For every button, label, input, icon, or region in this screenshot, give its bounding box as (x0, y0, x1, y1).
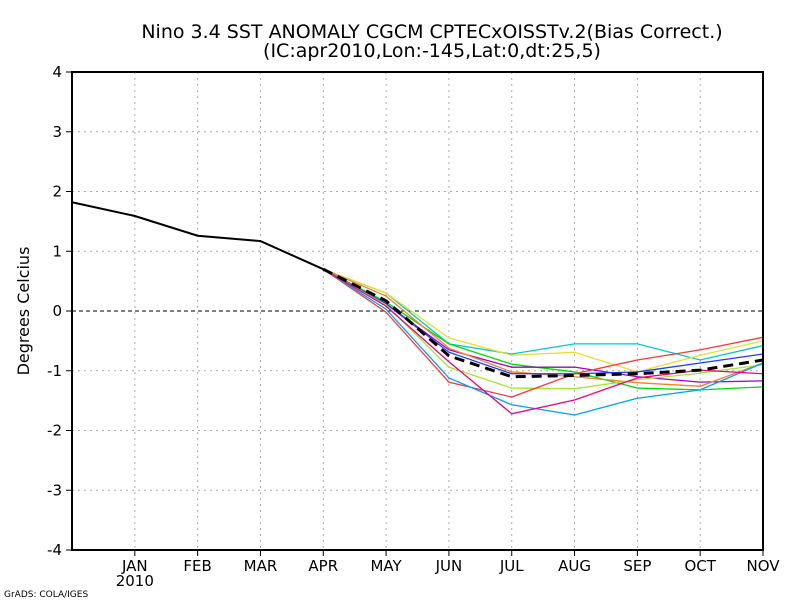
y-tick-label: 1 (52, 242, 62, 260)
y-tick-label: -3 (47, 481, 62, 499)
y-tick-label: 0 (52, 302, 62, 320)
x-tick-label: NOV (746, 557, 780, 575)
ensemble-mean-line (322, 267, 764, 379)
y-tick-label: -2 (47, 422, 62, 440)
y-tick-label: -4 (47, 541, 62, 559)
member-blue-line (322, 268, 764, 375)
member-lightblue-line (322, 268, 764, 416)
grads-credit: GrADS: COLA/IGES (4, 590, 88, 600)
y-tick-label: 2 (52, 183, 62, 201)
x-tick-label: AUG (558, 557, 591, 575)
y-tick-label: 4 (52, 63, 62, 81)
x-tick-label: MAY (370, 557, 402, 575)
x-tick-label: FEB (183, 557, 211, 575)
member-purple-line (322, 268, 764, 383)
x-tick-label: JAN (121, 557, 148, 575)
x-tick-label: APR (308, 557, 338, 575)
member-magenta-line (322, 268, 764, 415)
y-tick-label: -1 (47, 362, 62, 380)
grid (72, 71, 763, 551)
member-red-line (322, 268, 764, 398)
x-tick-year: 2010 (116, 572, 154, 590)
x-tick-label: JUN (435, 557, 463, 575)
member-orange-line (323, 268, 764, 387)
observed-line (71, 201, 324, 271)
x-tick-label: MAR (244, 557, 278, 575)
x-axis: JAN FEB MAR APR MAY JUN JUL AUG SEP OCT NOV 2010 (116, 550, 780, 590)
chart-subtitle: (IC:apr2010,Lon:-145,Lat:0,dt:25,5) (263, 40, 601, 62)
member-yellow-line (323, 268, 764, 373)
chart-title: Nino 3.4 SST ANOMALY CGCM CPTECxOISSTv.2… (141, 21, 722, 43)
x-tick-label: SEP (623, 557, 651, 575)
member-teal-line (323, 268, 764, 361)
y-axis-label: Degrees Celcius (14, 247, 33, 376)
plot-frame (71, 71, 764, 551)
x-tick-label: JUL (499, 557, 524, 575)
y-tick-label: 3 (52, 123, 62, 141)
x-tick-label: OCT (684, 557, 716, 575)
plot-lines (71, 201, 764, 416)
y-axis: 4 3 2 1 0 -1 -2 -3 -4 (47, 63, 72, 559)
